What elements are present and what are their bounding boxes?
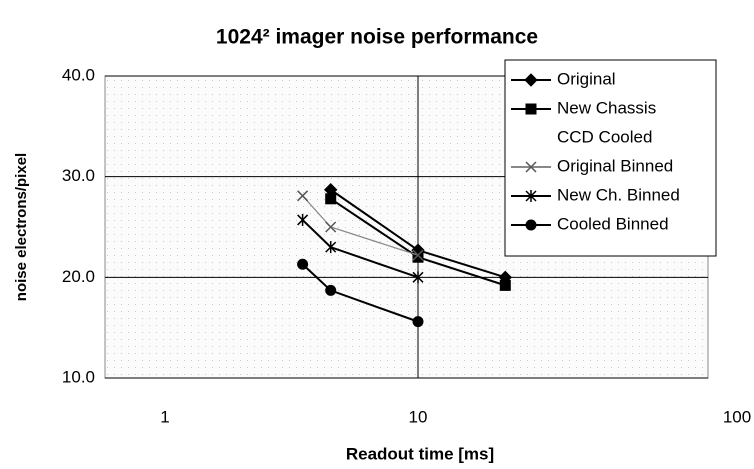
chart-title: 1024² imager noise performance [216, 26, 538, 49]
marker-shape [524, 73, 538, 87]
x-tick-label: 100 [723, 407, 751, 426]
marker-shape [325, 193, 337, 205]
marker [525, 219, 537, 231]
legend-item: New Ch. Binned [511, 185, 680, 204]
x-tick-label: 10 [409, 407, 428, 426]
marker-shape [525, 190, 537, 202]
marker-shape [499, 279, 511, 291]
marker [412, 316, 424, 328]
marker-shape [325, 221, 337, 233]
legend-box [504, 59, 717, 257]
legend-item: Original [511, 69, 616, 88]
marker-shape [525, 219, 537, 231]
legend-label: Cooled Binned [557, 214, 669, 233]
legend-item: Cooled Binned [511, 214, 669, 233]
marker-shape [412, 316, 424, 328]
marker [412, 251, 424, 263]
marker-shape [325, 241, 337, 254]
marker-shape [525, 161, 537, 173]
x-axis-label: Readout time [ms] [346, 444, 494, 463]
marker-shape [297, 213, 309, 226]
y-tick-label: 20.0 [62, 267, 95, 286]
y-tick-label: 10.0 [62, 367, 95, 386]
legend-item: CCD Cooled [511, 127, 652, 146]
marker [297, 258, 309, 270]
y-tick-label: 40.0 [62, 65, 95, 84]
y-axis-label: noise electrons/pixel [13, 153, 30, 301]
marker-shape [412, 249, 424, 261]
marker [412, 271, 424, 284]
marker [499, 279, 511, 291]
marker-shape [412, 251, 424, 263]
x-tick-label: 1 [160, 407, 169, 426]
marker [525, 161, 537, 173]
marker [325, 284, 337, 296]
legend-label: Original Binned [557, 156, 673, 175]
marker [412, 249, 424, 261]
legend-item: New Chassis [511, 98, 656, 117]
legend-label: New Chassis [557, 98, 656, 117]
marker [525, 190, 537, 202]
marker [325, 241, 337, 254]
marker [325, 221, 337, 233]
marker-shape [412, 271, 424, 284]
marker-shape [325, 284, 337, 296]
marker [297, 213, 309, 226]
legend-label: New Ch. Binned [557, 185, 680, 204]
marker-shape [297, 190, 309, 202]
y-tick-label: 30.0 [62, 166, 95, 185]
legend-item: Original Binned [511, 156, 673, 175]
legend-label: CCD Cooled [557, 127, 652, 146]
marker-shape [525, 103, 537, 115]
marker [525, 103, 537, 115]
marker [325, 193, 337, 205]
marker [524, 73, 538, 87]
legend-label: Original [557, 69, 616, 88]
marker [297, 190, 309, 202]
marker-shape [297, 258, 309, 270]
